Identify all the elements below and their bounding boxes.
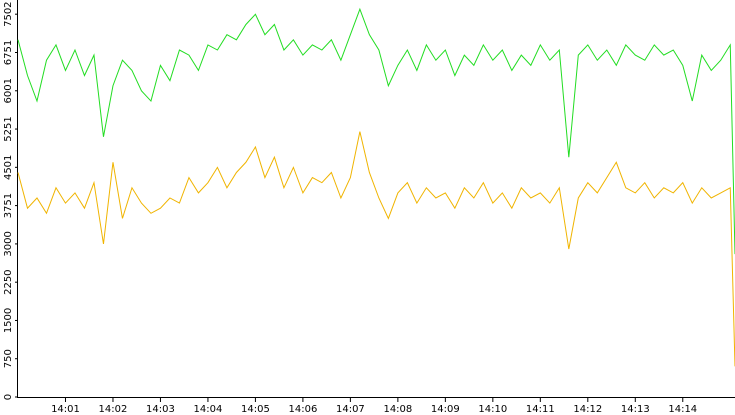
y-tick-label: 3000 xyxy=(3,231,14,256)
x-tick-label: 14:08 xyxy=(383,404,412,415)
y-tick-label: 6001 xyxy=(3,78,14,103)
x-tick-label: 14:13 xyxy=(621,404,650,415)
y-tick-label: 4501 xyxy=(3,155,14,180)
y-tick-label: 750 xyxy=(3,349,14,368)
y-tick-label: 6751 xyxy=(3,40,14,65)
x-tick-label: 14:09 xyxy=(431,404,460,415)
x-tick-label: 14:04 xyxy=(194,404,223,415)
y-tick-label: 1500 xyxy=(3,308,14,333)
x-tick-label: 14:14 xyxy=(668,404,697,415)
x-tick-label: 14:10 xyxy=(478,404,507,415)
x-tick-label: 14:01 xyxy=(51,404,80,415)
data-line xyxy=(17,7,735,255)
data-line xyxy=(17,131,735,367)
y-tick-label: 0 xyxy=(3,394,14,400)
x-tick-label: 14:11 xyxy=(526,404,555,415)
x-tick-label: 14:05 xyxy=(241,404,270,415)
x-tick-label: 14:03 xyxy=(146,404,175,415)
x-tick-label: 14:02 xyxy=(99,404,128,415)
x-tick-label: 14:06 xyxy=(288,404,317,415)
x-tick-label: 14:12 xyxy=(573,404,602,415)
x-tick-label: 14:07 xyxy=(336,404,365,415)
y-tick-label: 3751 xyxy=(3,193,14,218)
y-tick-label: 7502 xyxy=(3,1,14,26)
y-tick-label: 2250 xyxy=(3,269,14,294)
y-tick-label: 5251 xyxy=(3,116,14,141)
